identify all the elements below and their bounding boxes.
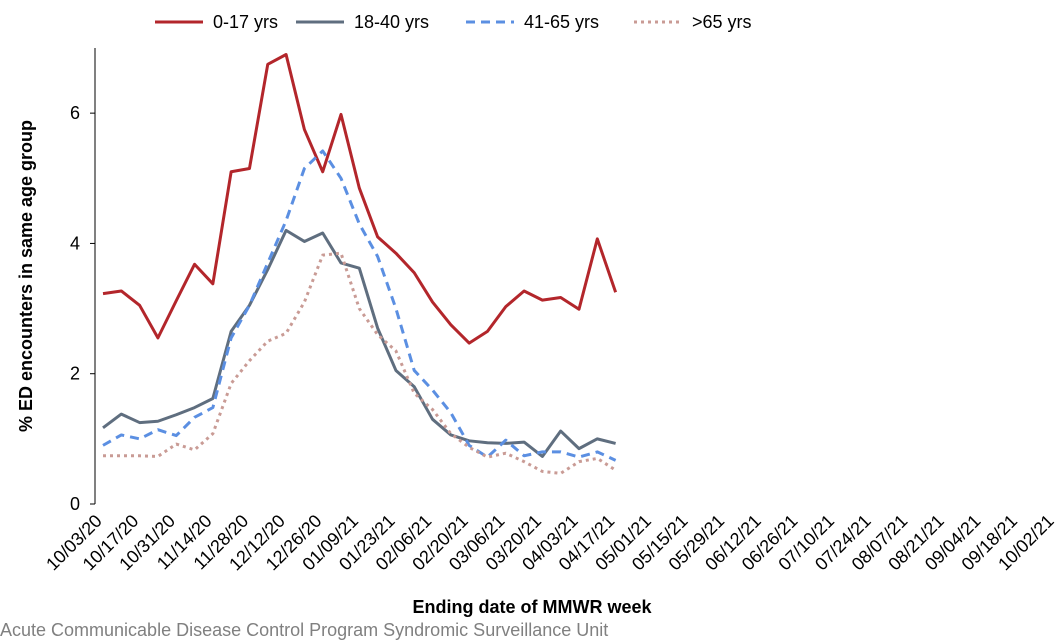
y-tick-label: 2 bbox=[70, 364, 80, 384]
y-axis-title: % ED encounters in same age group bbox=[16, 120, 36, 432]
caption: Acute Communicable Disease Control Progr… bbox=[0, 620, 608, 640]
legend-label: >65 yrs bbox=[692, 12, 752, 32]
series-line bbox=[102, 149, 617, 462]
series-line bbox=[102, 53, 618, 345]
legend-label: 41-65 yrs bbox=[524, 12, 599, 32]
legend-label: 0-17 yrs bbox=[213, 12, 278, 32]
x-axis-title: Ending date of MMWR week bbox=[412, 597, 652, 617]
y-tick-label: 6 bbox=[70, 103, 80, 123]
y-tick-label: 4 bbox=[70, 233, 80, 253]
y-tick-label: 0 bbox=[70, 494, 80, 514]
series-line bbox=[102, 228, 616, 458]
series-line bbox=[103, 251, 617, 475]
legend-label: 18-40 yrs bbox=[354, 12, 429, 32]
